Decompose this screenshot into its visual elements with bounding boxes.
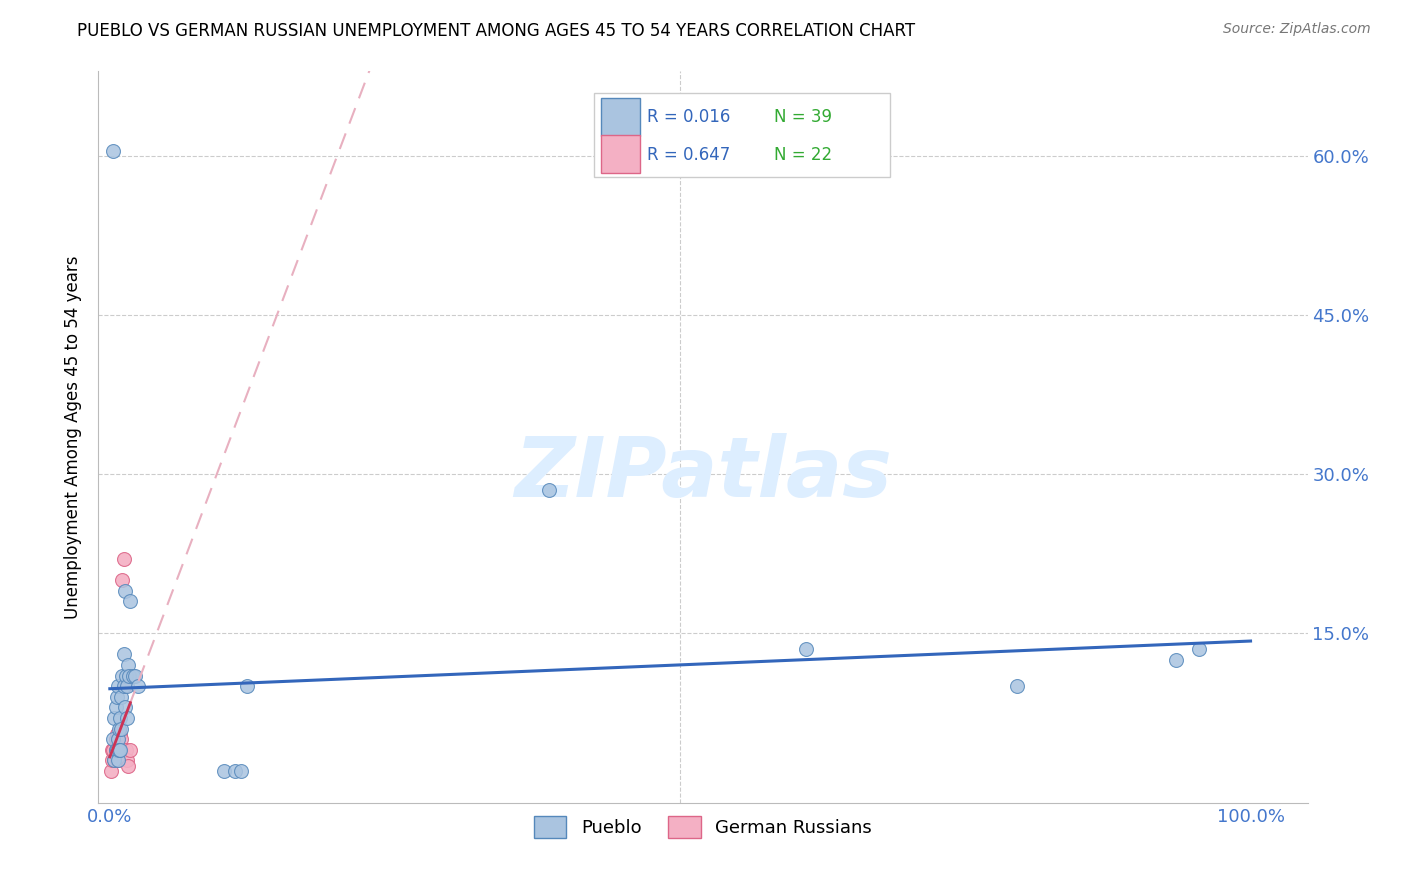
Point <box>107 732 129 747</box>
Point <box>794 642 817 657</box>
Point <box>114 700 136 714</box>
FancyBboxPatch shape <box>602 135 640 173</box>
Point <box>114 743 136 757</box>
Point <box>117 758 139 772</box>
Text: PUEBLO VS GERMAN RUSSIAN UNEMPLOYMENT AMONG AGES 45 TO 54 YEARS CORRELATION CHAR: PUEBLO VS GERMAN RUSSIAN UNEMPLOYMENT AM… <box>77 22 915 40</box>
Point <box>110 743 132 757</box>
Y-axis label: Unemployment Among Ages 45 to 54 years: Unemployment Among Ages 45 to 54 years <box>63 255 82 619</box>
Text: R = 0.016: R = 0.016 <box>647 109 731 127</box>
Text: N = 22: N = 22 <box>775 146 832 164</box>
Point <box>124 668 146 682</box>
Point <box>235 679 257 693</box>
Point <box>103 711 125 725</box>
Point <box>115 711 138 725</box>
Point <box>111 668 134 682</box>
Point <box>117 658 139 673</box>
Point <box>1005 679 1028 693</box>
Point <box>103 753 125 767</box>
Point <box>110 690 132 704</box>
Point <box>108 711 131 725</box>
Point <box>100 764 122 778</box>
Point <box>118 668 141 682</box>
Point <box>115 679 138 693</box>
Point <box>114 668 136 682</box>
Point <box>121 668 143 682</box>
Point <box>108 722 131 736</box>
FancyBboxPatch shape <box>602 98 640 136</box>
Point <box>112 648 135 662</box>
Legend: Pueblo, German Russians: Pueblo, German Russians <box>527 808 879 845</box>
Point <box>115 753 138 767</box>
Point <box>110 722 132 736</box>
Point <box>103 753 125 767</box>
Point <box>110 732 132 747</box>
Point <box>537 483 560 497</box>
Text: N = 39: N = 39 <box>775 109 832 127</box>
Point <box>112 679 135 693</box>
Point <box>107 732 129 747</box>
Point <box>104 732 127 747</box>
Point <box>108 743 131 757</box>
Point <box>107 679 129 693</box>
Point <box>103 743 125 757</box>
Point <box>107 753 129 767</box>
Point <box>104 743 127 757</box>
Point <box>224 764 246 778</box>
Point <box>212 764 235 778</box>
Point <box>120 594 142 608</box>
Point <box>105 753 128 767</box>
Text: R = 0.647: R = 0.647 <box>647 146 731 164</box>
Point <box>103 732 125 747</box>
Point <box>114 583 136 598</box>
Point <box>103 144 125 158</box>
FancyBboxPatch shape <box>595 94 890 178</box>
Point <box>104 743 127 757</box>
Point <box>112 552 135 566</box>
Point <box>108 743 131 757</box>
Point <box>105 727 128 741</box>
Point <box>104 700 127 714</box>
Point <box>105 690 128 704</box>
Point <box>108 743 131 757</box>
Point <box>229 764 252 778</box>
Point <box>101 753 124 767</box>
Point <box>120 743 142 757</box>
Point <box>127 679 149 693</box>
Point <box>101 743 124 757</box>
Text: ZIPatlas: ZIPatlas <box>515 434 891 514</box>
Point <box>1188 642 1211 657</box>
Point <box>108 727 131 741</box>
Point <box>105 743 128 757</box>
Point <box>107 753 129 767</box>
Point <box>111 573 134 587</box>
Point <box>1166 653 1188 667</box>
Text: Source: ZipAtlas.com: Source: ZipAtlas.com <box>1223 22 1371 37</box>
Point <box>114 679 136 693</box>
